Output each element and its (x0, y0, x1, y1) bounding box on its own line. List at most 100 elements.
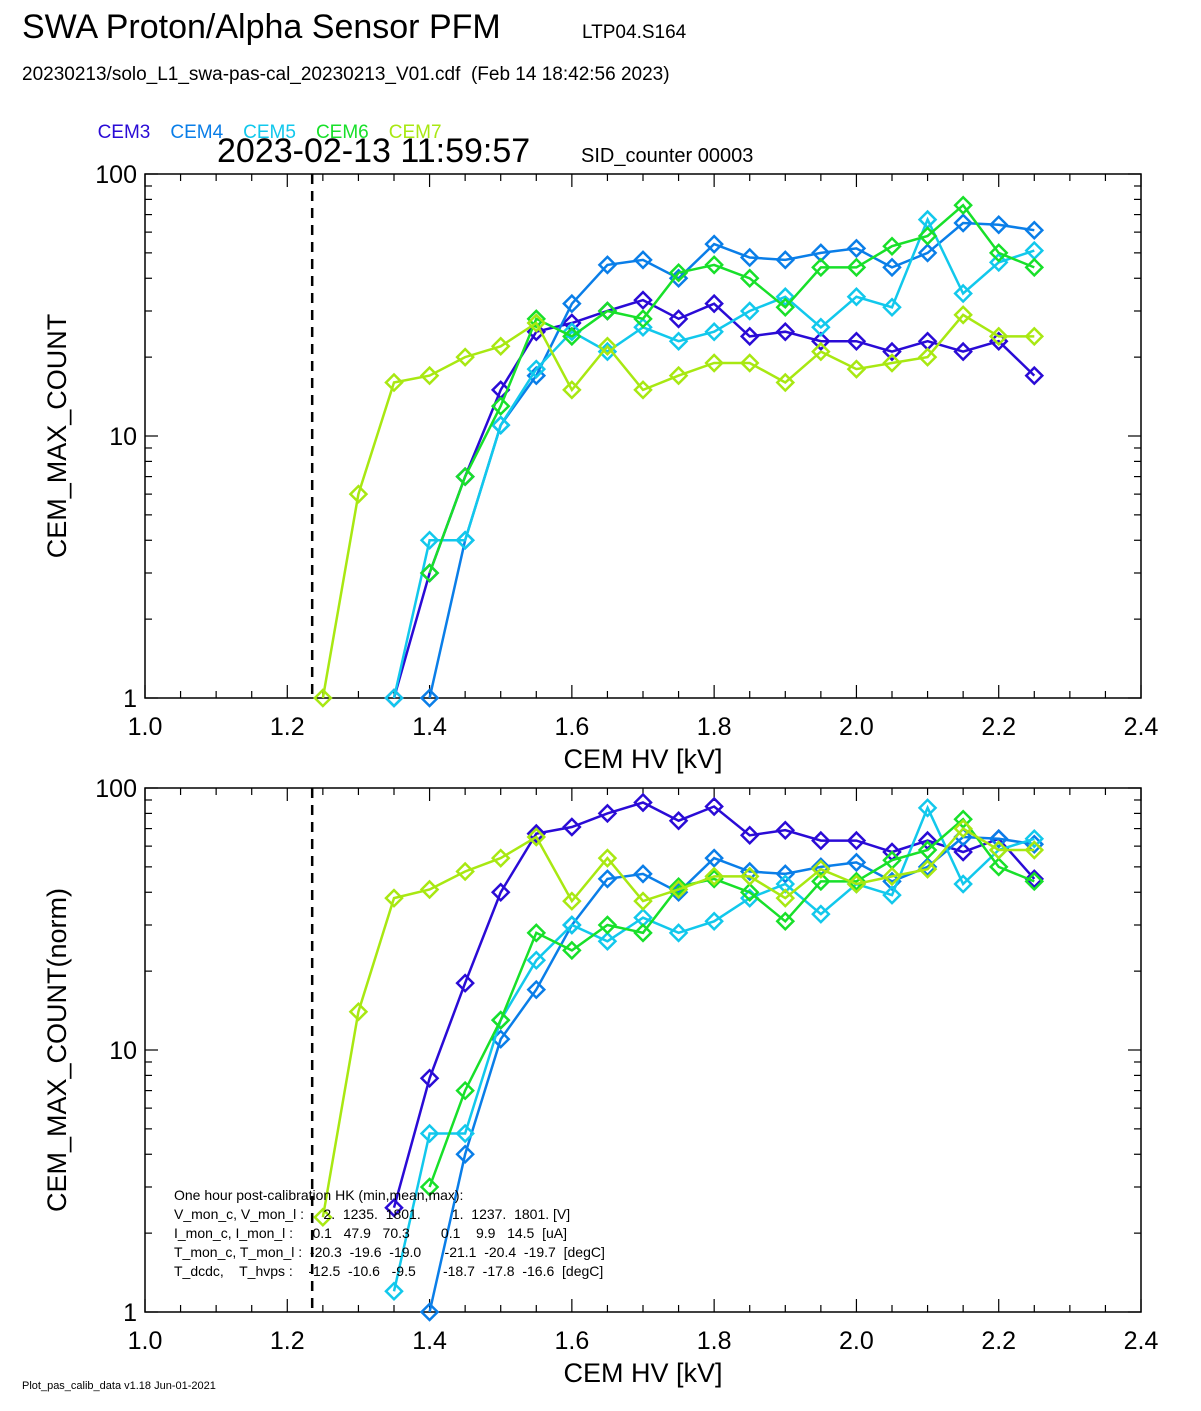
timestamp: 2023-02-13 11:59:57 (217, 132, 531, 170)
data-point (917, 859, 938, 879)
data-point (917, 347, 938, 367)
legend-item-cem5: CEM5 (243, 122, 296, 143)
data-point (597, 869, 618, 889)
x-tick-label: 1.6 (554, 713, 589, 741)
data-point (526, 950, 547, 971)
data-point (775, 297, 796, 318)
x-tick-label: 2.0 (839, 1327, 874, 1355)
data-point (597, 848, 618, 868)
data-point (846, 286, 867, 307)
data-point (313, 688, 333, 708)
data-point (704, 321, 724, 342)
data-point (597, 301, 618, 321)
series-line (392, 298, 1036, 699)
data-point (953, 213, 973, 233)
data-point (455, 466, 475, 487)
data-point (490, 882, 511, 903)
series-cem5 (384, 209, 1045, 708)
legend-item-cem6: CEM6 (315, 122, 369, 143)
data-point (739, 301, 760, 321)
data-point (704, 293, 724, 314)
data-point (419, 1123, 440, 1144)
y-tick-label: 100 (95, 775, 137, 803)
data-point (490, 415, 511, 435)
sid-counter: SID_counter 00003 (581, 145, 754, 167)
data-point (668, 923, 689, 943)
hk-line: V_mon_c, V_mon_l : 2. 1235. 1801. 1. 123… (174, 1206, 570, 1222)
data-point (775, 911, 796, 932)
data-point (384, 688, 404, 708)
data-point (988, 326, 1009, 347)
data-point (562, 326, 582, 347)
series-cem6 (419, 195, 1045, 583)
data-point (953, 283, 973, 304)
data-point (811, 331, 831, 351)
data-point (882, 297, 902, 318)
x-tick-label: 1.0 (128, 713, 163, 741)
data-point (704, 353, 724, 373)
data-point (846, 257, 867, 278)
data-point (1024, 220, 1045, 241)
data-point (668, 331, 689, 351)
data-point (811, 317, 831, 338)
data-point (775, 888, 796, 908)
series-line (428, 817, 1035, 1188)
hk-line: One hour post-calibration HK (min,mean,m… (174, 1187, 463, 1203)
x-tick-label: 1.2 (270, 1327, 305, 1355)
x-tick-label: 1.8 (697, 713, 732, 741)
data-point (882, 257, 902, 278)
x-tick-label: 1.8 (697, 1327, 732, 1355)
data-point (846, 331, 867, 351)
data-point (739, 268, 760, 289)
data-point (917, 840, 938, 860)
data-point (490, 1010, 511, 1030)
data-point (633, 792, 653, 813)
series-cem6 (419, 809, 1045, 1197)
data-point (811, 859, 831, 879)
plot-title: SWA Proton/Alpha Sensor PFM (22, 8, 501, 46)
data-point (526, 979, 547, 1000)
data-point (775, 250, 796, 270)
data-point (953, 874, 973, 894)
data-point (775, 820, 796, 840)
data-point (384, 372, 404, 393)
data-point (882, 353, 902, 373)
data-point (846, 238, 867, 259)
data-point (562, 891, 582, 911)
data-point (953, 305, 973, 325)
data-point (419, 1177, 440, 1197)
data-point (633, 864, 653, 884)
series-line (321, 313, 1035, 699)
hk-line: T_dcdc, T_hvps : -12.5 -10.6 -9.5 -18.7 … (174, 1263, 603, 1279)
data-point (775, 864, 796, 884)
data-point (419, 879, 440, 900)
data-point (455, 861, 475, 882)
data-point (1024, 871, 1045, 892)
data-point (882, 885, 902, 905)
data-point (739, 353, 760, 373)
data-point (988, 215, 1009, 235)
data-point (811, 904, 831, 924)
series-cem4 (419, 213, 1045, 708)
data-point (917, 798, 938, 818)
data-point (526, 923, 547, 943)
data-point (704, 866, 724, 887)
data-point (562, 915, 582, 935)
data-point (739, 247, 760, 268)
data-point (775, 321, 796, 342)
data-point (597, 931, 618, 952)
data-point (490, 848, 511, 868)
data-point (597, 255, 618, 275)
data-point (811, 871, 831, 892)
x-axis-label: CEM HV [kV] (563, 744, 722, 774)
data-point (704, 255, 724, 275)
legend: CEM3 CEM4 CEM5 CEM6 CEM7 (87, 100, 462, 144)
y-tick-label: 10 (109, 423, 137, 451)
chart-panel-1: 1.0 1.2 1.4 1.6 1.8 2.0 2.2 2.4 1 10 100 CEM HV [kV… (42, 161, 1158, 774)
hk-line: T_mon_c, T_mon_l : -20.3 -19.6 -19.0 -21… (174, 1244, 605, 1260)
data-point (953, 195, 973, 215)
x-tick-label: 1.6 (554, 1327, 589, 1355)
data-point (490, 396, 511, 416)
data-point (704, 911, 724, 932)
data-point (882, 236, 902, 257)
